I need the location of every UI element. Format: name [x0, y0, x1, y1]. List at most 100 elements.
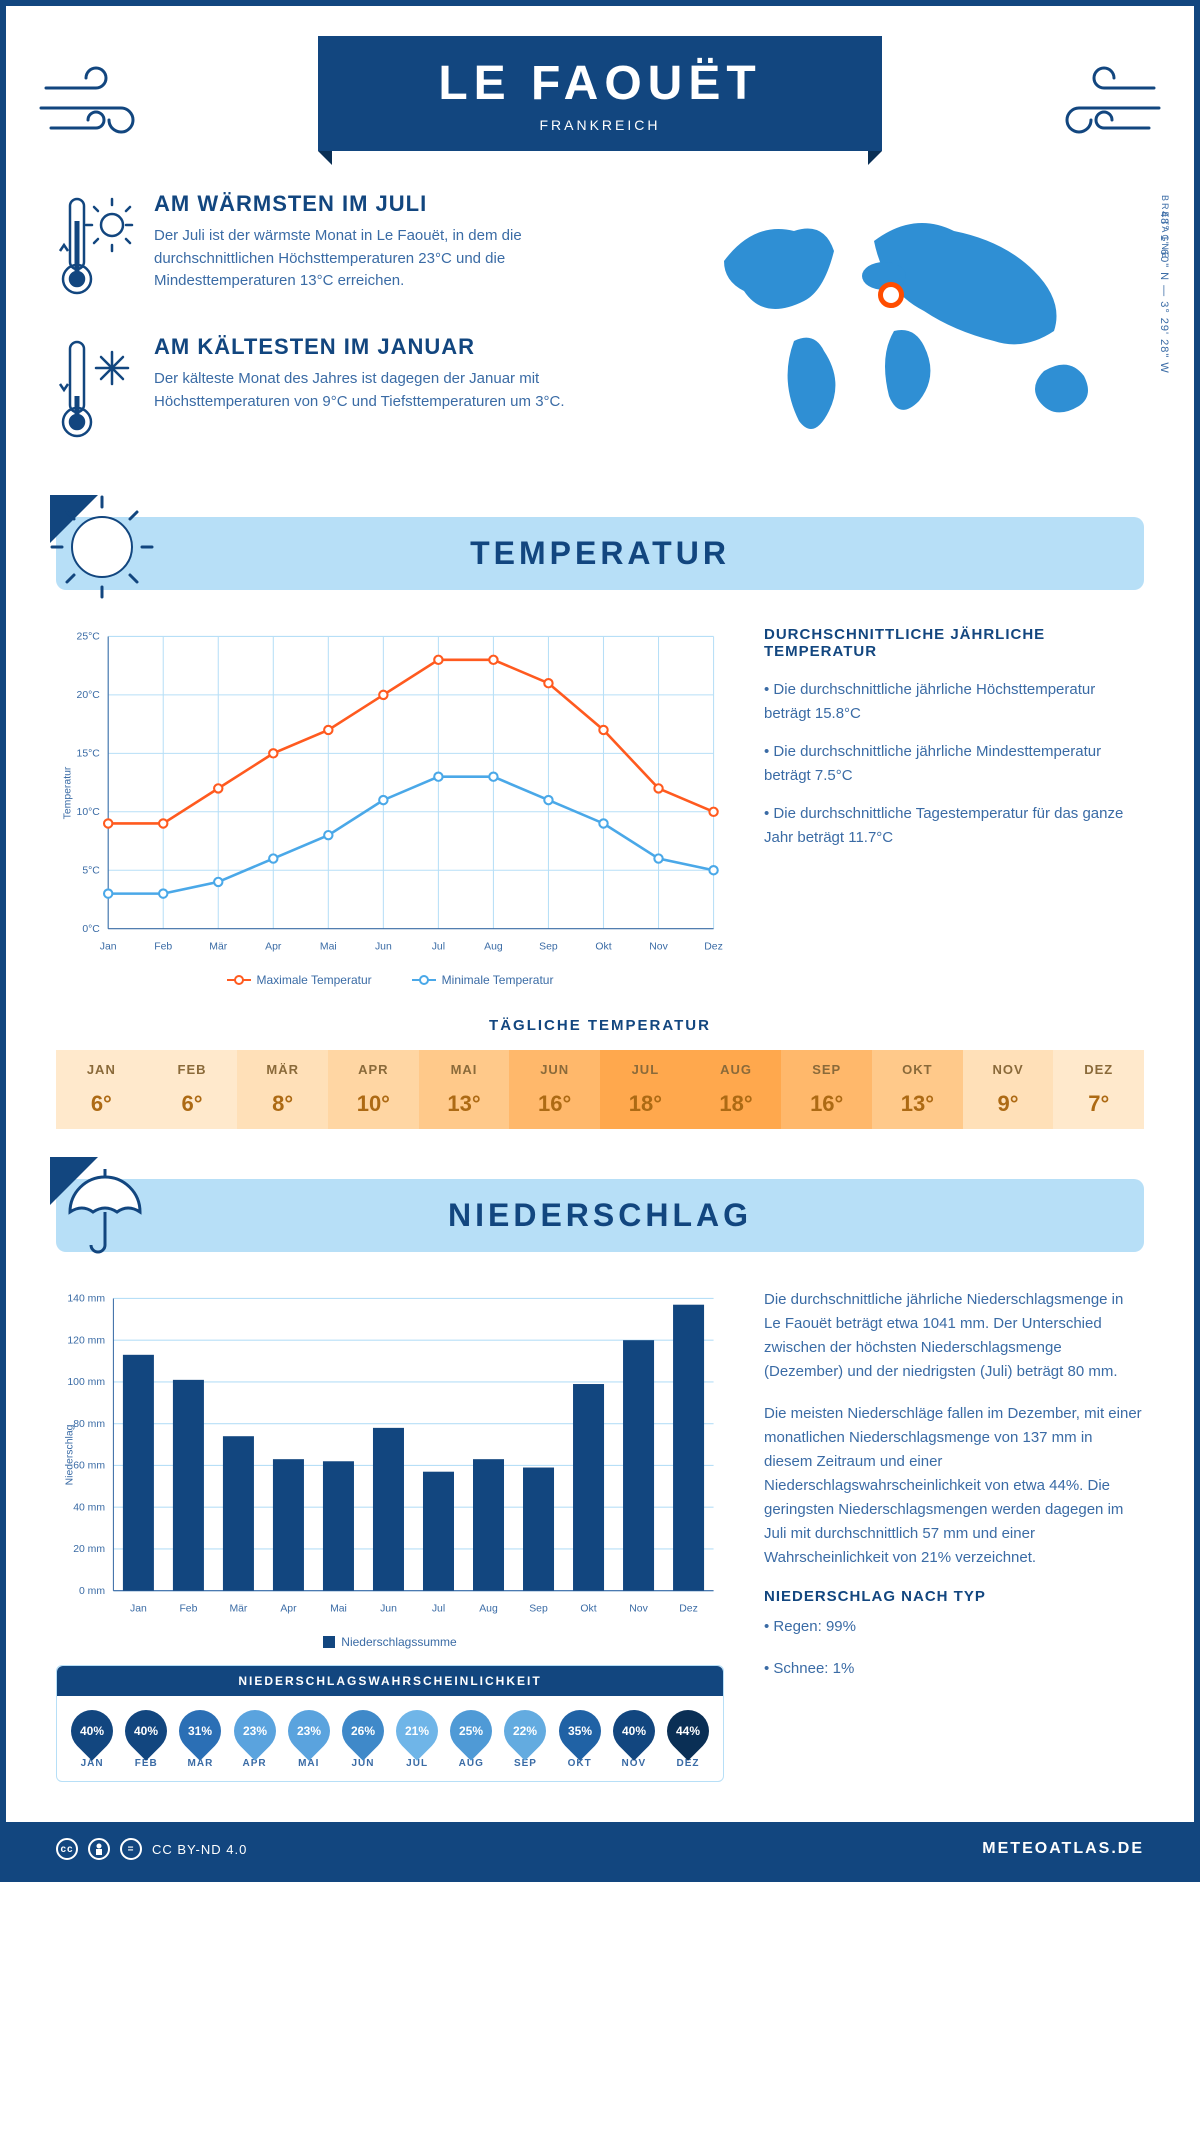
probability-panel: NIEDERSCHLAGSWAHRSCHEINLICHKEIT 40%JAN40… [56, 1665, 724, 1782]
cc-icon: cc [56, 1838, 78, 1860]
daily-temp-cell: SEP16° [781, 1050, 872, 1129]
svg-text:Aug: Aug [479, 1604, 498, 1615]
probability-value: 40% [80, 1724, 104, 1738]
probability-value: 40% [134, 1724, 158, 1738]
raindrop-icon: 25% [450, 1710, 492, 1752]
title-banner: LE FAOUËT FRANKREICH [318, 36, 881, 151]
location-title: LE FAOUËT [438, 56, 761, 111]
raindrop-icon: 40% [71, 1710, 113, 1752]
raindrop-icon: 23% [234, 1710, 276, 1752]
wind-icon [36, 58, 166, 153]
probability-cell: 44%DEZ [661, 1710, 715, 1769]
daily-month-label: JUL [600, 1062, 691, 1077]
footer: cc = CC BY-ND 4.0 METEOATLAS.DE [6, 1822, 1194, 1876]
precip-paragraph: Die durchschnittliche jährliche Niedersc… [764, 1288, 1144, 1384]
daily-temp-cell: NOV 9° [963, 1050, 1054, 1129]
precip-section-title: NIEDERSCHLAG [56, 1197, 1144, 1234]
coordinates-label: 48° 1' 60" N — 3° 29' 28" W [1158, 211, 1170, 374]
warmest-heading: AM WÄRMSTEN IM JULI [154, 191, 644, 217]
probability-cell: 23%MAI [282, 1710, 336, 1769]
svg-text:20°C: 20°C [77, 690, 101, 701]
precip-row: 0 mm20 mm40 mm60 mm80 mm100 mm120 mm140 … [56, 1288, 1144, 1782]
infographic-page: LE FAOUËT FRANKREICH AM WÄRMSTEN IM JULI… [0, 0, 1200, 1882]
daily-month-label: NOV [963, 1062, 1054, 1077]
svg-text:Nov: Nov [649, 942, 668, 953]
svg-text:0 mm: 0 mm [79, 1586, 105, 1597]
daily-temp-grid: JAN6°FEB6°MÄR8°APR10°MAI13°JUN16°JUL18°A… [56, 1050, 1144, 1129]
svg-text:Apr: Apr [265, 942, 282, 953]
raindrop-icon: 44% [667, 1710, 709, 1752]
svg-text:Mär: Mär [229, 1604, 247, 1615]
warmest-block: AM WÄRMSTEN IM JULI Der Juli ist der wär… [56, 191, 644, 306]
raindrop-icon: 35% [559, 1710, 601, 1752]
daily-temp-value: 13° [872, 1091, 963, 1117]
daily-temp-cell: JAN6° [56, 1050, 147, 1129]
probability-cell: 40%JAN [65, 1710, 119, 1769]
daily-temp-cell: JUN16° [509, 1050, 600, 1129]
probability-value: 25% [459, 1724, 483, 1738]
svg-text:Mär: Mär [209, 942, 227, 953]
coldest-heading: AM KÄLTESTEN IM JANUAR [154, 334, 644, 360]
temp-info-bullet: • Die durchschnittliche jährliche Höchst… [764, 678, 1144, 726]
legend-precip-label: Niederschlagssumme [341, 1635, 456, 1649]
svg-text:Jun: Jun [375, 942, 392, 953]
svg-text:Mai: Mai [320, 942, 337, 953]
legend-max-label: Maximale Temperatur [257, 973, 372, 987]
by-icon [88, 1838, 110, 1860]
daily-temp-value: 18° [600, 1091, 691, 1117]
svg-text:Feb: Feb [179, 1604, 197, 1615]
coldest-text: Der kälteste Monat des Jahres ist dagege… [154, 368, 644, 413]
svg-text:10°C: 10°C [77, 807, 101, 818]
probability-cell: 35%OKT [553, 1710, 607, 1769]
daily-temp-value: 9° [963, 1091, 1054, 1117]
probability-value: 22% [513, 1724, 537, 1738]
daily-temp-cell: OKT13° [872, 1050, 963, 1129]
svg-text:5°C: 5°C [82, 865, 100, 876]
svg-text:15°C: 15°C [77, 748, 101, 759]
country-subtitle: FRANKREICH [438, 117, 761, 133]
svg-text:Okt: Okt [580, 1604, 596, 1615]
probability-cell: 40%FEB [119, 1710, 173, 1769]
daily-temp-value: 10° [328, 1091, 419, 1117]
probability-value: 26% [351, 1724, 375, 1738]
temp-info-bullet: • Die durchschnittliche Tagestemperatur … [764, 802, 1144, 850]
raindrop-icon: 31% [179, 1710, 221, 1752]
precip-info: Die durchschnittliche jährliche Niedersc… [764, 1288, 1144, 1782]
probability-value: 23% [297, 1724, 321, 1738]
temp-line-chart: 5°C10°C15°C20°C25°CJanFebMärAprMaiJunJul… [56, 626, 724, 987]
svg-text:Jul: Jul [432, 1604, 445, 1615]
precip-chart-legend: Niederschlagssumme [56, 1635, 724, 1649]
wind-icon [1034, 58, 1164, 153]
temp-section-header: TEMPERATUR [56, 517, 1144, 590]
svg-text:Mai: Mai [330, 1604, 347, 1615]
svg-text:Sep: Sep [539, 942, 558, 953]
svg-text:Jul: Jul [432, 942, 445, 953]
thermometer-cold-icon [56, 334, 136, 449]
daily-temp-value: 16° [509, 1091, 600, 1117]
probability-value: 21% [405, 1724, 429, 1738]
header: LE FAOUËT FRANKREICH [56, 36, 1144, 151]
daily-temp-cell: APR10° [328, 1050, 419, 1129]
daily-temp-title: TÄGLICHE TEMPERATUR [56, 1017, 1144, 1034]
daily-month-label: MÄR [237, 1062, 328, 1077]
temp-section-title: TEMPERATUR [56, 535, 1144, 572]
legend-min-label: Minimale Temperatur [442, 973, 554, 987]
thermometer-hot-icon [56, 191, 136, 306]
probability-cell: 25%AUG [444, 1710, 498, 1769]
daily-temp-value: 6° [56, 1091, 147, 1117]
probability-cell: 31%MÄR [173, 1710, 227, 1769]
probability-cell: 23%APR [228, 1710, 282, 1769]
probability-value: 31% [188, 1724, 212, 1738]
brand-label: METEOATLAS.DE [982, 1840, 1144, 1858]
coldest-block: AM KÄLTESTEN IM JANUAR Der kälteste Mona… [56, 334, 644, 449]
daily-month-label: SEP [781, 1062, 872, 1077]
intro-section: AM WÄRMSTEN IM JULI Der Juli ist der wär… [56, 191, 1144, 477]
precip-paragraph: Die meisten Niederschläge fallen im Deze… [764, 1402, 1144, 1570]
temp-info-heading: DURCHSCHNITTLICHE JÄHRLICHE TEMPERATUR [764, 626, 1144, 660]
daily-temp-cell: FEB6° [147, 1050, 238, 1129]
probability-cell: 21%JUL [390, 1710, 444, 1769]
daily-month-label: FEB [147, 1062, 238, 1077]
world-map: BRETAGNE 48° 1' 60" N — 3° 29' 28" W [684, 191, 1144, 477]
probability-cell: 22%SEP [498, 1710, 552, 1769]
svg-text:140 mm: 140 mm [67, 1294, 105, 1305]
